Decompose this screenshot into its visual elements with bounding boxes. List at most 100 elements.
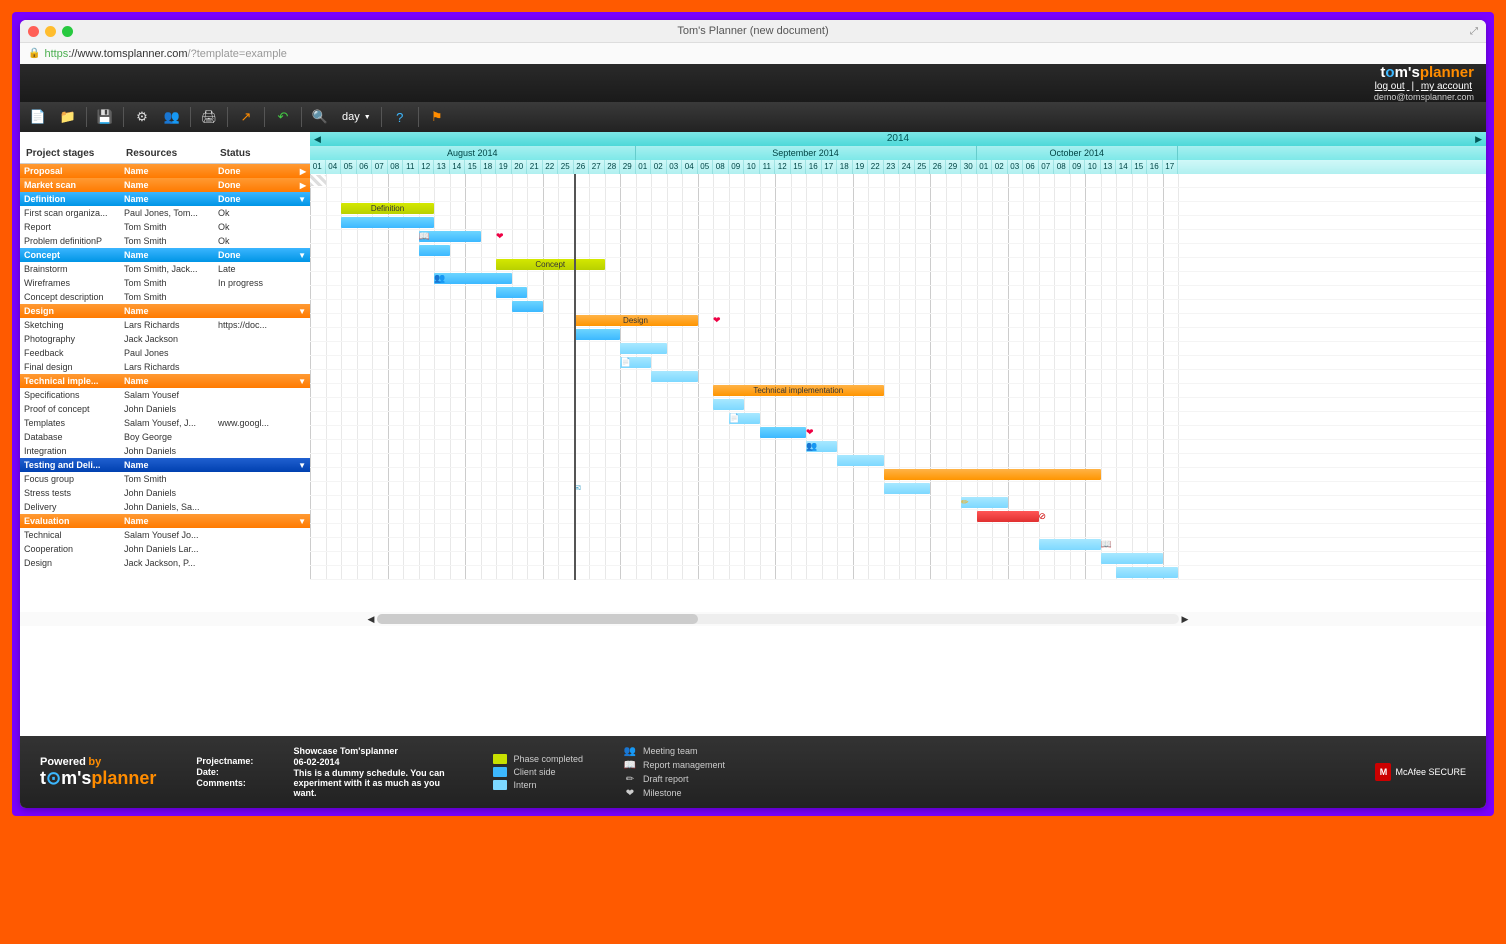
task-row[interactable]: Focus groupTom Smith (20, 472, 310, 486)
task-row[interactable]: Proof of conceptJohn Daniels (20, 402, 310, 416)
day-cell: 01 (310, 160, 326, 174)
gantt-row (310, 454, 1486, 468)
task-row[interactable]: Concept descriptionTom Smith (20, 290, 310, 304)
window-title: Tom's Planner (new document) (677, 25, 828, 37)
task-row[interactable]: DatabaseBoy George (20, 430, 310, 444)
task-row[interactable]: Final designLars Richards (20, 360, 310, 374)
logo: tom'splanner (1373, 64, 1474, 81)
gantt-bar[interactable] (884, 483, 931, 494)
legend-item: Intern (493, 780, 583, 790)
task-row[interactable]: BrainstormTom Smith, Jack...Late (20, 262, 310, 276)
task-row[interactable]: SketchingLars Richardshttps://doc... (20, 318, 310, 332)
gantt-bar[interactable] (1101, 553, 1163, 564)
group-header-proposal[interactable]: ProposalNameDone▶ (20, 164, 310, 178)
day-cell: 11 (403, 160, 419, 174)
gantt-bar[interactable] (837, 455, 884, 466)
export-icon[interactable]: ↗ (232, 105, 260, 129)
zoom-level-select[interactable]: day▼ (336, 111, 377, 123)
zoom-magnifier-icon[interactable]: 🔍 (306, 105, 334, 129)
task-row[interactable]: FeedbackPaul Jones (20, 346, 310, 360)
gantt-bar[interactable]: Concept (496, 259, 605, 270)
year-next-icon[interactable]: ▶ (1475, 132, 1482, 146)
day-cell: 20 (512, 160, 528, 174)
gantt-bar[interactable]: Design (574, 315, 698, 326)
share-icon[interactable]: 👥 (158, 105, 186, 129)
task-row[interactable]: PhotographyJack Jackson (20, 332, 310, 346)
logout-link[interactable]: log out (1375, 81, 1405, 92)
gantt-bar[interactable] (977, 511, 1039, 522)
gantt-bar[interactable] (713, 399, 744, 410)
task-row[interactable]: WireframesTom SmithIn progress (20, 276, 310, 290)
gantt-bar[interactable] (496, 287, 527, 298)
help-icon[interactable]: ? (386, 105, 414, 129)
day-cell: 03 (667, 160, 683, 174)
myaccount-link[interactable]: my account (1421, 81, 1472, 92)
close-icon[interactable] (28, 26, 39, 37)
task-row[interactable]: CooperationJohn Daniels Lar... (20, 542, 310, 556)
group-header-tech[interactable]: Technical imple...Name▼ (20, 374, 310, 388)
scroll-track[interactable] (377, 614, 1179, 624)
gantt-bar[interactable] (620, 343, 667, 354)
task-row[interactable]: TechnicalSalam Yousef Jo... (20, 528, 310, 542)
scroll-left-icon[interactable]: ◀ (365, 614, 377, 625)
task-row[interactable]: Stress testsJohn Daniels (20, 486, 310, 500)
day-cell: 19 (496, 160, 512, 174)
new-file-icon[interactable]: 📄 (24, 105, 52, 129)
gantt-bar[interactable] (512, 301, 543, 312)
year-prev-icon[interactable]: ◀ (314, 132, 321, 146)
gantt-bar[interactable]: Definition (341, 203, 434, 214)
gantt-bar[interactable] (341, 217, 434, 228)
settings-icon[interactable]: ⚙ (128, 105, 156, 129)
group-header-definition[interactable]: DefinitionNameDone▼ (20, 192, 310, 206)
gantt-bar[interactable] (651, 371, 698, 382)
gantt-row: Definition (310, 202, 1486, 216)
group-header-concept[interactable]: ConceptNameDone▼ (20, 248, 310, 262)
scroll-right-icon[interactable]: ▶ (1179, 614, 1191, 625)
maximize-icon[interactable]: ⤢ (1470, 26, 1478, 37)
gantt-marker-icon: 👥 (434, 273, 445, 284)
task-row[interactable]: SpecificationsSalam Yousef (20, 388, 310, 402)
gantt-bar[interactable] (760, 427, 807, 438)
group-header-design[interactable]: DesignName▼ (20, 304, 310, 318)
zoom-icon[interactable] (62, 26, 73, 37)
gantt-chart[interactable]: ◀ 2014 ▶ August 2014September 2014Octobe… (310, 132, 1486, 612)
account-email: demo@tomsplanner.com (1373, 92, 1474, 102)
day-cell: 12 (419, 160, 435, 174)
legend-item: Phase completed (493, 754, 583, 764)
day-cell: 29 (946, 160, 962, 174)
print-icon[interactable]: 🖨 (195, 105, 223, 129)
legend-item: 📖Report management (623, 760, 725, 771)
sidebar-columns-header: Project stages Resources Status (20, 132, 310, 164)
task-row[interactable]: TemplatesSalam Yousef, J...www.googl... (20, 416, 310, 430)
task-row[interactable]: ReportTom SmithOk (20, 220, 310, 234)
task-row[interactable]: Problem definitionPTom SmithOk (20, 234, 310, 248)
group-header-testing[interactable]: Testing and Deli...Name▼ (20, 458, 310, 472)
account-block: tom'splanner log out | my account demo@t… (1373, 64, 1474, 102)
flag-icon[interactable]: ⚑ (423, 105, 451, 129)
day-cell: 25 (915, 160, 931, 174)
gantt-bar[interactable] (419, 245, 450, 256)
scroll-thumb[interactable] (377, 614, 698, 624)
gantt-bar[interactable]: Technical implementation (713, 385, 884, 396)
task-row[interactable]: IntegrationJohn Daniels (20, 444, 310, 458)
undo-icon[interactable]: ↶ (269, 105, 297, 129)
minimize-icon[interactable] (45, 26, 56, 37)
task-row[interactable]: DesignJack Jackson, P... (20, 556, 310, 570)
save-icon[interactable]: 💾 (91, 105, 119, 129)
gantt-bar[interactable] (574, 329, 621, 340)
gantt-bar[interactable] (434, 273, 512, 284)
group-header-eval[interactable]: EvaluationName▼ (20, 514, 310, 528)
task-row[interactable]: First scan organiza...Paul Jones, Tom...… (20, 206, 310, 220)
open-folder-icon[interactable]: 📁 (54, 105, 82, 129)
gantt-bar[interactable] (1039, 539, 1101, 550)
day-cell: 18 (481, 160, 497, 174)
task-row[interactable]: DeliveryJohn Daniels, Sa... (20, 500, 310, 514)
day-cell: 17 (1163, 160, 1179, 174)
footer-meta-values: Showcase Tom'splanner 06-02-2014 This is… (293, 746, 453, 798)
group-header-market[interactable]: Market scanNameDone▶ (20, 178, 310, 192)
content: Project stages Resources Status Proposal… (20, 132, 1486, 612)
gantt-bar[interactable] (884, 469, 1101, 480)
url-bar[interactable]: 🔒 https ://www.tomsplanner.com /?templat… (20, 42, 1486, 64)
gantt-bar[interactable] (1116, 567, 1178, 578)
horizontal-scrollbar[interactable]: ◀ ▶ (20, 612, 1486, 626)
